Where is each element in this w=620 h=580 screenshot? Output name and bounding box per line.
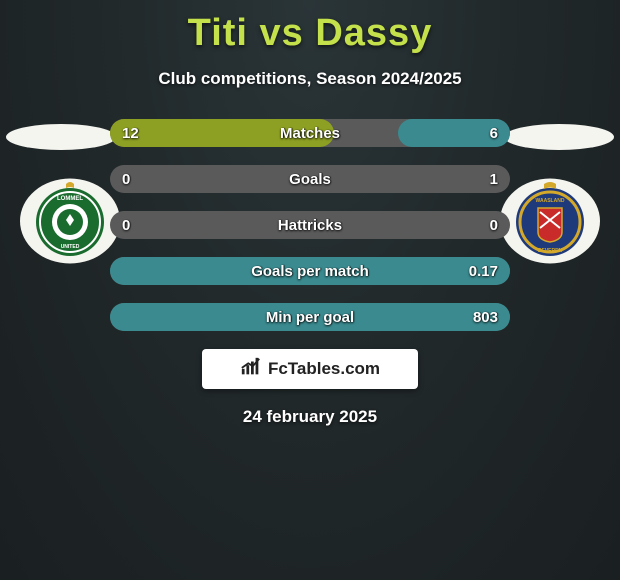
stat-value-right: 6 [490,125,498,142]
stat-label: Goals per match [110,263,510,280]
stat-row-hattricks: 0 Hattricks 0 [110,211,510,239]
stat-label: Min per goal [110,309,510,326]
stat-row-min-per-goal: Min per goal 803 [110,303,510,331]
page-subtitle: Club competitions, Season 2024/2025 [0,69,620,89]
branding-text: FcTables.com [268,359,380,379]
stat-label: Matches [110,125,510,142]
stat-value-right: 0 [490,217,498,234]
stat-row-matches: 12 Matches 6 [110,119,510,147]
page-title: Titi vs Dassy [0,0,620,55]
stat-value-right: 0.17 [469,263,498,280]
date-label: 24 february 2025 [0,407,620,427]
chart-icon [240,356,262,383]
stat-label: Goals [110,171,510,188]
stat-label: Hattricks [110,217,510,234]
stats-container: 12 Matches 6 0 Goals 1 0 Hattricks 0 Goa… [0,119,620,331]
stat-value-right: 803 [473,309,498,326]
stat-row-goals-per-match: Goals per match 0.17 [110,257,510,285]
stat-value-right: 1 [490,171,498,188]
branding-badge[interactable]: FcTables.com [202,349,418,389]
stat-row-goals: 0 Goals 1 [110,165,510,193]
